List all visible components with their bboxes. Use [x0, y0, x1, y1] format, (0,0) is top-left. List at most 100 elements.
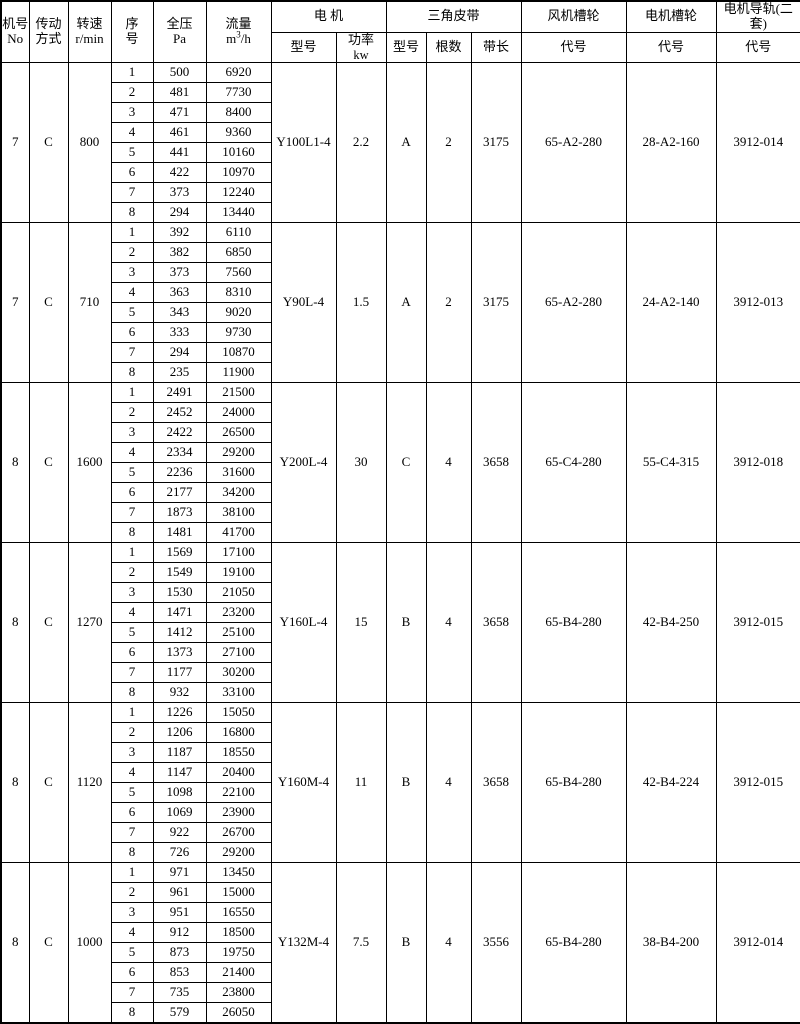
cell-total-pressure: 726 — [152, 842, 207, 864]
cell-seq: 3 — [110, 102, 154, 124]
cell-total-pressure: 1412 — [152, 622, 207, 644]
cell-seq: 6 — [110, 802, 154, 824]
cell-flow: 19100 — [205, 562, 272, 584]
cell-motor-rail-code: 3912-015 — [715, 542, 800, 704]
cell-seq: 7 — [110, 662, 154, 684]
cell-flow: 23800 — [205, 982, 272, 1004]
cell-drive-mode: C — [28, 62, 69, 224]
cell-total-pressure: 579 — [152, 1002, 207, 1024]
cell-seq: 4 — [110, 762, 154, 784]
cell-total-pressure: 873 — [152, 942, 207, 964]
cell-total-pressure: 1147 — [152, 762, 207, 784]
cell-total-pressure: 2236 — [152, 462, 207, 484]
cell-motor-model: Y132M-4 — [270, 862, 337, 1024]
cell-flow: 13450 — [205, 862, 272, 884]
cell-motor-model: Y100L1-4 — [270, 62, 337, 224]
header-total-pressure: 全压 Pa — [152, 0, 207, 64]
cell-flow: 6850 — [205, 242, 272, 264]
cell-total-pressure: 2491 — [152, 382, 207, 404]
cell-motor-model: Y160L-4 — [270, 542, 337, 704]
cell-motor-power: 7.5 — [335, 862, 387, 1024]
table-row: 4 363 8310 — [1, 282, 800, 304]
header-drive-mode: 传动 方式 — [28, 0, 69, 64]
cell-seq: 6 — [110, 162, 154, 184]
cell-motor-rail-code: 3912-013 — [715, 222, 800, 384]
cell-fan-pulley-code: 65-A2-280 — [520, 62, 627, 224]
table-row: 8 C 1120 1 1226 15050 Y160M-4 11 B 4 3658 65-B4-280… — [0, 702, 800, 864]
table-row: 4 1471 23200 — [1, 602, 800, 624]
cell-machine-no: 8 — [0, 862, 30, 1024]
table-row: 8 932 33100 — [1, 682, 800, 704]
table-row: 8 294 13440 — [1, 202, 800, 224]
cell-total-pressure: 481 — [152, 82, 207, 104]
cell-belt-count: 2 — [425, 62, 472, 224]
cell-flow: 9360 — [205, 122, 272, 144]
cell-machine-no: 7 — [0, 62, 30, 224]
table-row: 2 961 15000 — [1, 882, 800, 904]
table-row: 5 1412 25100 — [1, 622, 800, 644]
cell-flow: 16800 — [205, 722, 272, 744]
cell-total-pressure: 382 — [152, 242, 207, 264]
cell-total-pressure: 333 — [152, 322, 207, 344]
table-row: 2 2452 24000 — [1, 402, 800, 424]
cell-seq: 4 — [110, 122, 154, 144]
table-row: 3 373 7560 — [1, 262, 800, 284]
cell-flow: 26500 — [205, 422, 272, 444]
table-row: 5 2236 31600 — [1, 462, 800, 484]
table-row: 8 1481 41700 — [1, 522, 800, 544]
table-row: 3 951 16550 — [1, 902, 800, 924]
cell-seq: 5 — [110, 462, 154, 484]
cell-seq: 3 — [110, 422, 154, 444]
cell-seq: 6 — [110, 962, 154, 984]
header-motor-pulley: 电机槽轮 — [625, 0, 717, 33]
cell-total-pressure: 1549 — [152, 562, 207, 584]
table-row: 2 481 7730 — [1, 82, 800, 104]
table-row: 8 726 29200 — [1, 842, 800, 864]
cell-total-pressure: 1873 — [152, 502, 207, 524]
cell-total-pressure: 922 — [152, 822, 207, 844]
cell-belt-count: 4 — [425, 862, 472, 1024]
cell-seq: 7 — [110, 342, 154, 364]
table-row: 8 C 1270 1 1569 17100 Y160L-4 15 B 4 3658 65-B4-280… — [0, 542, 800, 704]
cell-flow: 22100 — [205, 782, 272, 804]
cell-flow: 23900 — [205, 802, 272, 824]
cell-flow: 33100 — [205, 682, 272, 704]
cell-belt-type: B — [385, 542, 427, 704]
cell-belt-length: 3175 — [470, 222, 522, 384]
cell-motor-model: Y200L-4 — [270, 382, 337, 544]
cell-flow: 21400 — [205, 962, 272, 984]
cell-seq: 1 — [110, 702, 154, 724]
cell-fan-pulley-code: 65-B4-280 — [520, 542, 627, 704]
cell-motor-rail-code: 3912-014 — [715, 62, 800, 224]
cell-motor-pulley-code: 55-C4-315 — [625, 382, 717, 544]
cell-seq: 4 — [110, 922, 154, 944]
cell-total-pressure: 1069 — [152, 802, 207, 824]
table-row: 7 1873 38100 — [1, 502, 800, 524]
cell-flow: 17100 — [205, 542, 272, 564]
cell-flow: 30200 — [205, 662, 272, 684]
cell-total-pressure: 1226 — [152, 702, 207, 724]
cell-drive-mode: C — [28, 382, 69, 544]
cell-motor-rail-code: 3912-015 — [715, 702, 800, 864]
table-row: 6 1373 27100 — [1, 642, 800, 664]
cell-total-pressure: 294 — [152, 342, 207, 364]
cell-motor-pulley-code: 24-A2-140 — [625, 222, 717, 384]
table-row: 4 912 18500 — [1, 922, 800, 944]
cell-total-pressure: 971 — [152, 862, 207, 884]
cell-seq: 3 — [110, 262, 154, 284]
cell-speed: 710 — [67, 222, 112, 384]
cell-seq: 2 — [110, 722, 154, 744]
cell-flow: 21050 — [205, 582, 272, 604]
cell-total-pressure: 1187 — [152, 742, 207, 764]
cell-belt-length: 3175 — [470, 62, 522, 224]
table-row: 7 C 710 1 392 6110 Y90L-4 1.5 A 2 3175 65-A2-280 24-… — [0, 222, 800, 384]
cell-flow: 11900 — [205, 362, 272, 384]
cell-seq: 3 — [110, 902, 154, 924]
cell-total-pressure: 2422 — [152, 422, 207, 444]
cell-machine-no: 8 — [0, 702, 30, 864]
cell-belt-type: A — [385, 222, 427, 384]
cell-total-pressure: 1177 — [152, 662, 207, 684]
cell-belt-length: 3658 — [470, 542, 522, 704]
cell-motor-pulley-code: 42-B4-250 — [625, 542, 717, 704]
